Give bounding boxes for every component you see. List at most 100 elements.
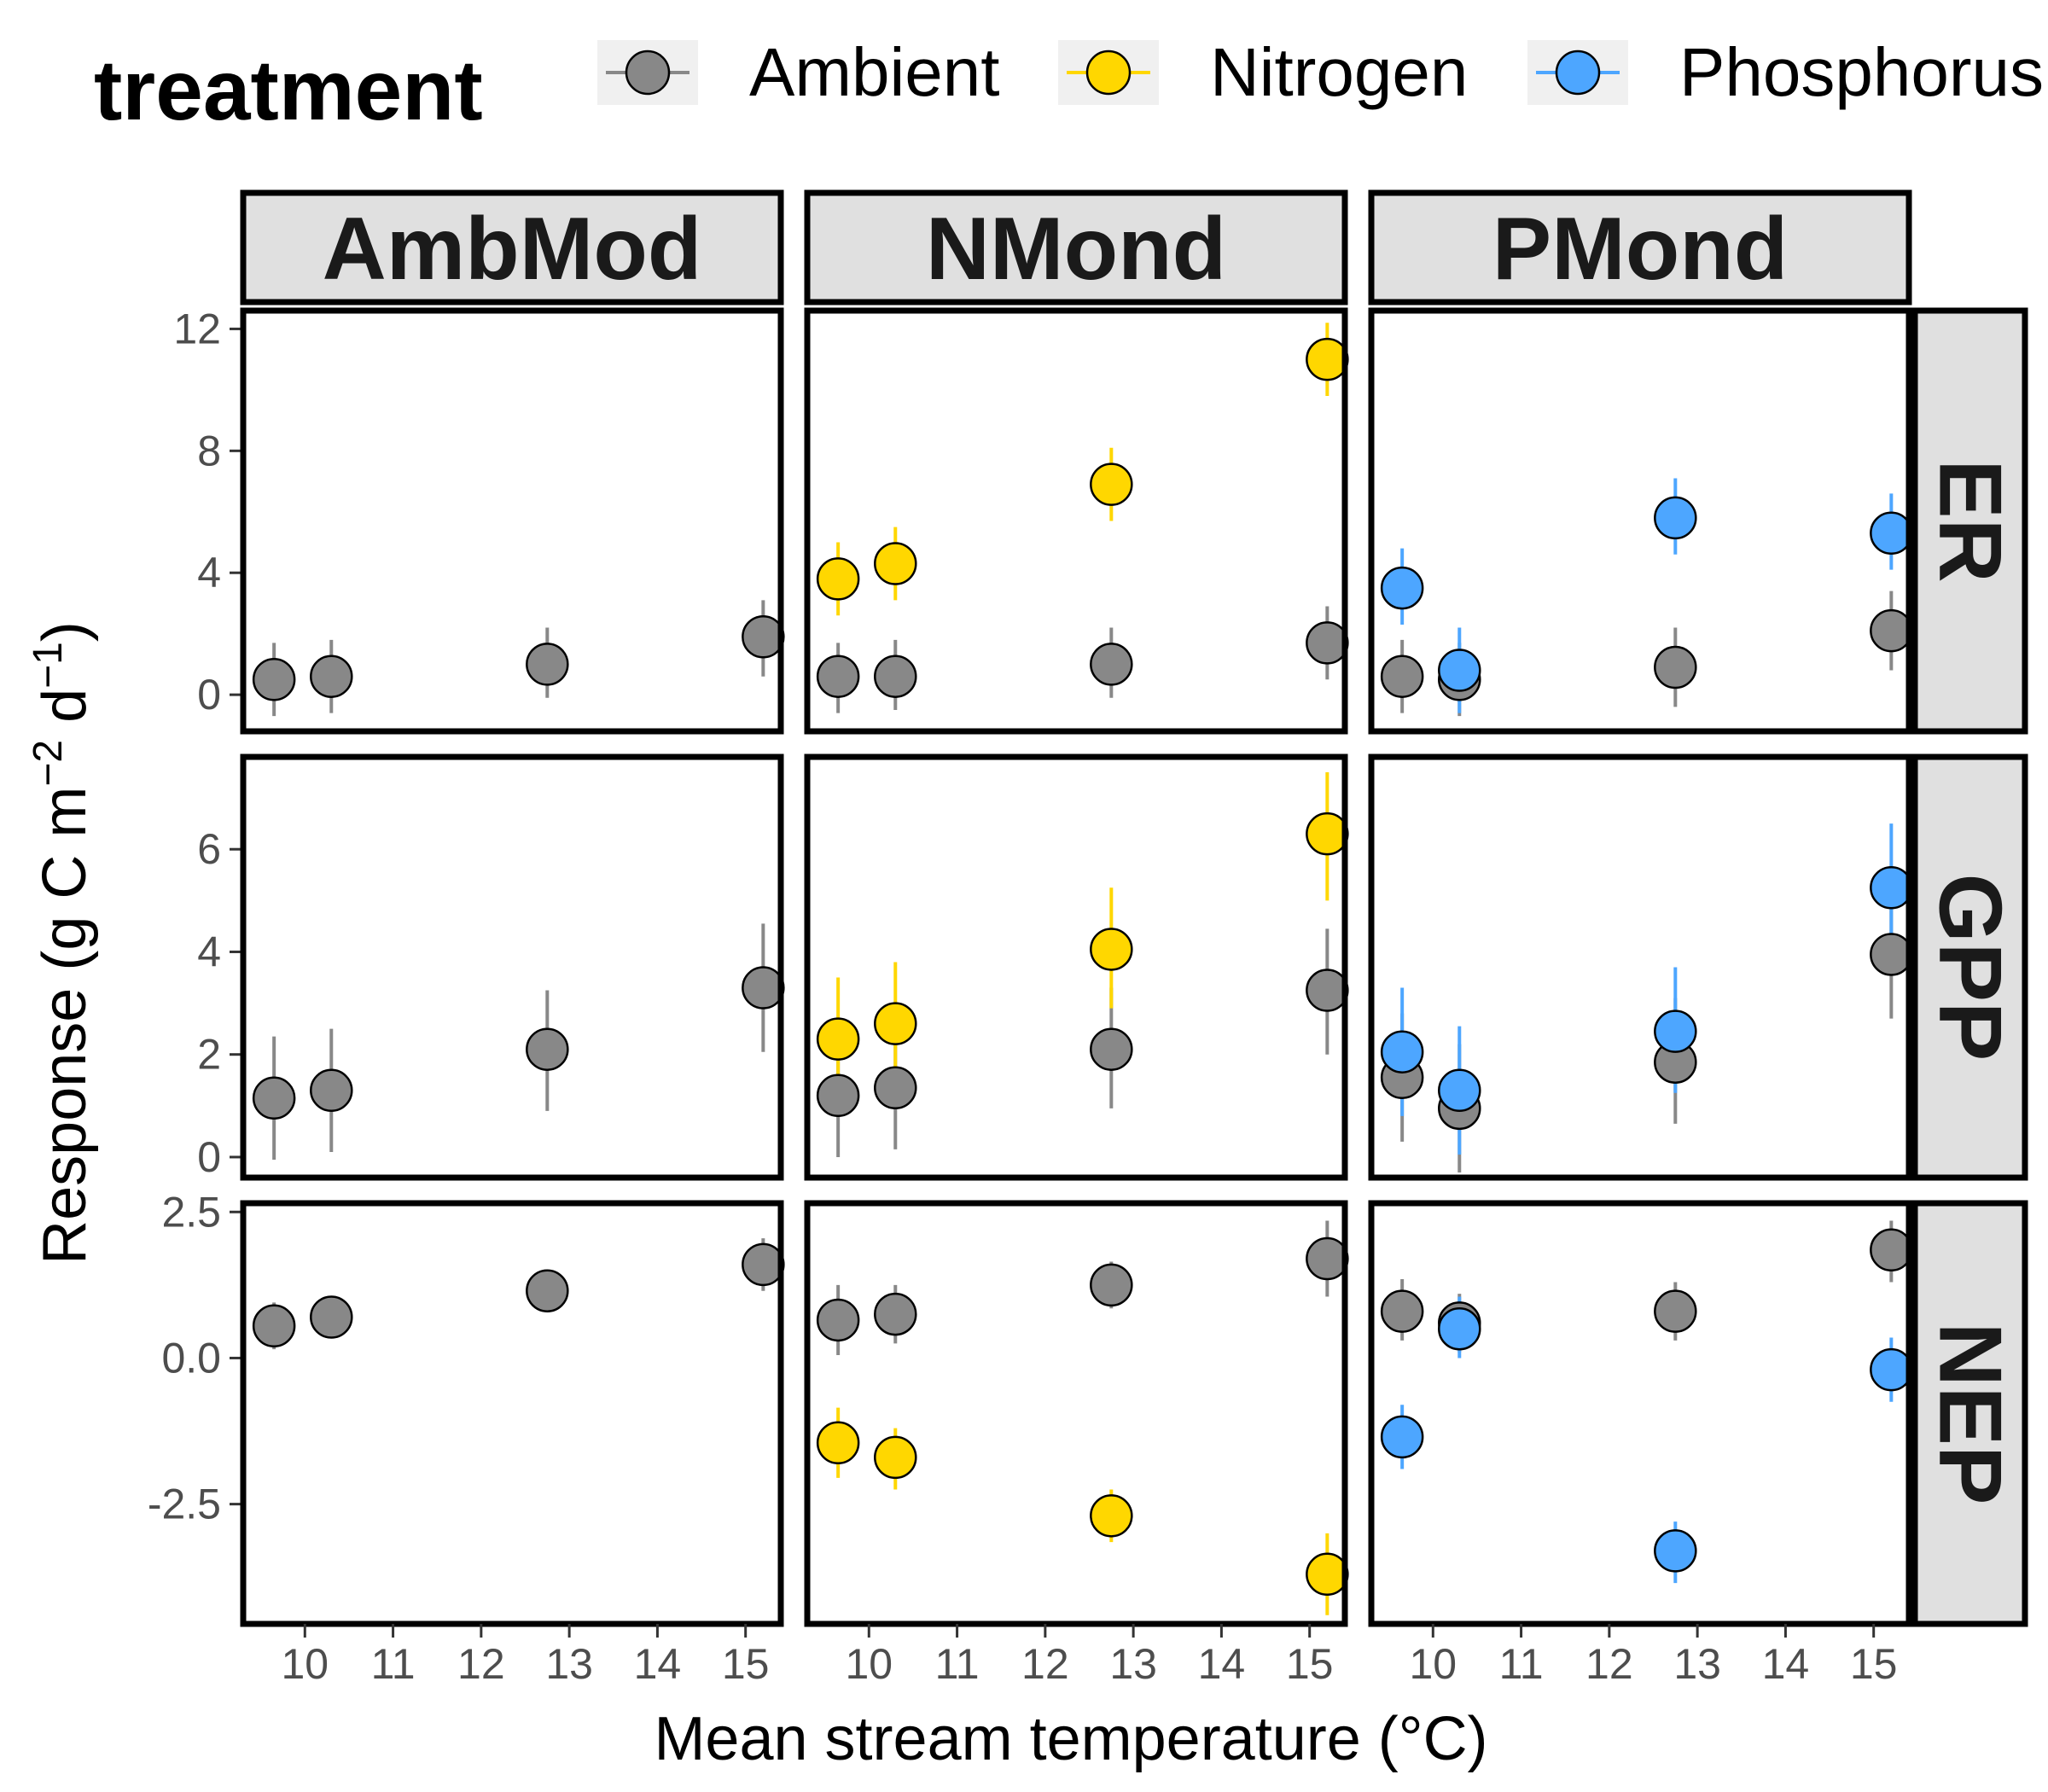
row-strip-nep [1911,1200,2028,1627]
y-axis-title-close: ) [31,621,99,642]
data-point-nitrogen [874,542,917,585]
legend-title: treatment [94,43,483,138]
y-tick-label: 0.0 [161,1334,221,1382]
legend-key-point [1085,49,1132,96]
y-tick-label: 2 [197,1031,221,1079]
y-axis-title-main: Response (g C m [31,787,99,1265]
legend-entry-nitrogen: Nitrogen [1058,34,1468,110]
legend-key-point [625,49,671,96]
x-tick-label: 13 [1673,1640,1721,1688]
legend-entry-ambient: Ambient [597,34,999,110]
data-point-nitrogen [1306,812,1349,856]
column-strip-pmond [1368,189,1912,305]
x-tick-label: 13 [545,1640,593,1688]
y-tick-label: 0 [197,1133,221,1181]
panel-border [1368,1200,1912,1627]
data-point-ambient [816,1073,860,1118]
panel-nep-ambmod [240,1200,785,1627]
x-tick-label: 11 [1499,1640,1544,1688]
data-point-ambient [1090,1027,1133,1071]
data-point-ambient [1870,608,1913,653]
data-point-ambient [1090,1263,1133,1307]
panel-gpp-pmond [1368,753,1913,1181]
data-point-ambient [310,1068,353,1113]
panel-border [1368,753,1912,1181]
data-point-ambient [1870,1228,1913,1272]
data-point-nitrogen [816,557,860,601]
data-point-ambient [874,655,917,698]
x-tick-label: 11 [371,1640,416,1688]
data-point-phosphorus [1870,511,1913,556]
panel-border [240,753,784,1181]
data-point-ambient [1380,1289,1424,1333]
x-tick-label: 15 [1286,1640,1334,1688]
data-point-ambient [1654,645,1697,689]
y-tick-label: 4 [197,549,221,596]
column-strip-label-ambmod: AmbMod [323,200,702,299]
x-tick-label: 14 [1762,1640,1810,1688]
data-point-phosphorus [1654,1529,1697,1573]
data-point-ambient [874,1066,917,1110]
x-tick-label: 10 [845,1640,893,1688]
data-point-phosphorus [1438,649,1481,692]
data-point-ambient [742,1242,785,1287]
legend-label-nitrogen: Nitrogen [1210,34,1468,110]
data-point-phosphorus [1380,1030,1424,1073]
data-point-ambient [1654,1289,1697,1333]
x-tick-label: 14 [1198,1640,1246,1688]
x-tick-label: 15 [722,1640,770,1688]
facet-panels: AmbMod NMond PMond ER 0 4 8 12 GPP 0 2 4 6 NEP -2.5 0.0… [148,189,2028,1688]
data-point-nitrogen [1090,463,1133,506]
data-point-ambient [310,655,353,698]
data-point-ambient [816,1298,860,1342]
panel-er-nmond [804,307,1349,735]
column-strip-nmond [804,189,1348,305]
panel-nep-pmond [1368,1200,1913,1627]
panel-border [804,307,1348,735]
y-tick-label: 12 [173,305,221,352]
panel-background [807,757,1345,1178]
y-tick-label: 0 [197,671,221,719]
column-strip-ambmod [240,189,784,305]
data-point-ambient [310,1295,353,1339]
y-axis-title-exp2: −1 [26,642,71,689]
data-point-ambient [1306,621,1349,665]
panel-border [804,1200,1348,1627]
data-point-nitrogen [1090,1494,1133,1538]
panel-background [243,757,781,1178]
x-tick-label: 10 [281,1640,329,1688]
data-point-phosphorus [1870,1347,1913,1392]
data-point-nitrogen [1306,1552,1349,1597]
data-point-ambient [742,615,785,659]
data-point-ambient [1306,1236,1349,1281]
row-strip-gpp [1911,753,2028,1181]
data-point-ambient [1306,969,1349,1012]
data-point-nitrogen [1090,928,1133,971]
data-point-ambient [526,643,569,686]
x-tick-label: 13 [1109,1640,1157,1688]
panel-nep-nmond [804,1200,1349,1627]
y-axis-title-mid: d [31,689,99,740]
x-tick-label: 12 [1585,1640,1633,1688]
data-point-ambient [252,1076,296,1120]
legend-label-phosphorus: Phosphorus [1679,34,2044,110]
legend-entry-phosphorus: Phosphorus [1527,34,2044,110]
data-point-nitrogen [816,1017,860,1061]
y-axis-title-exp1: −2 [26,740,71,787]
column-strip-label-pmond: PMond [1492,200,1789,299]
legend: treatment Ambient Nitrogen Phosphorus [94,34,2044,138]
panel-background [243,1203,781,1624]
y-tick-label: 8 [197,427,221,474]
data-point-nitrogen [874,1002,917,1045]
data-point-ambient [742,966,785,1009]
y-tick-label: -2.5 [148,1481,221,1528]
x-tick-label: 12 [1021,1640,1069,1688]
data-point-ambient [1380,655,1424,698]
data-point-phosphorus [1438,1068,1481,1113]
panel-border [240,1200,784,1627]
x-tick-label: 10 [1409,1640,1457,1688]
panel-er-pmond [1368,307,1913,735]
axis-titles: Mean stream temperature (°C) Response (g… [26,621,1488,1773]
panel-background [1371,1203,1909,1624]
